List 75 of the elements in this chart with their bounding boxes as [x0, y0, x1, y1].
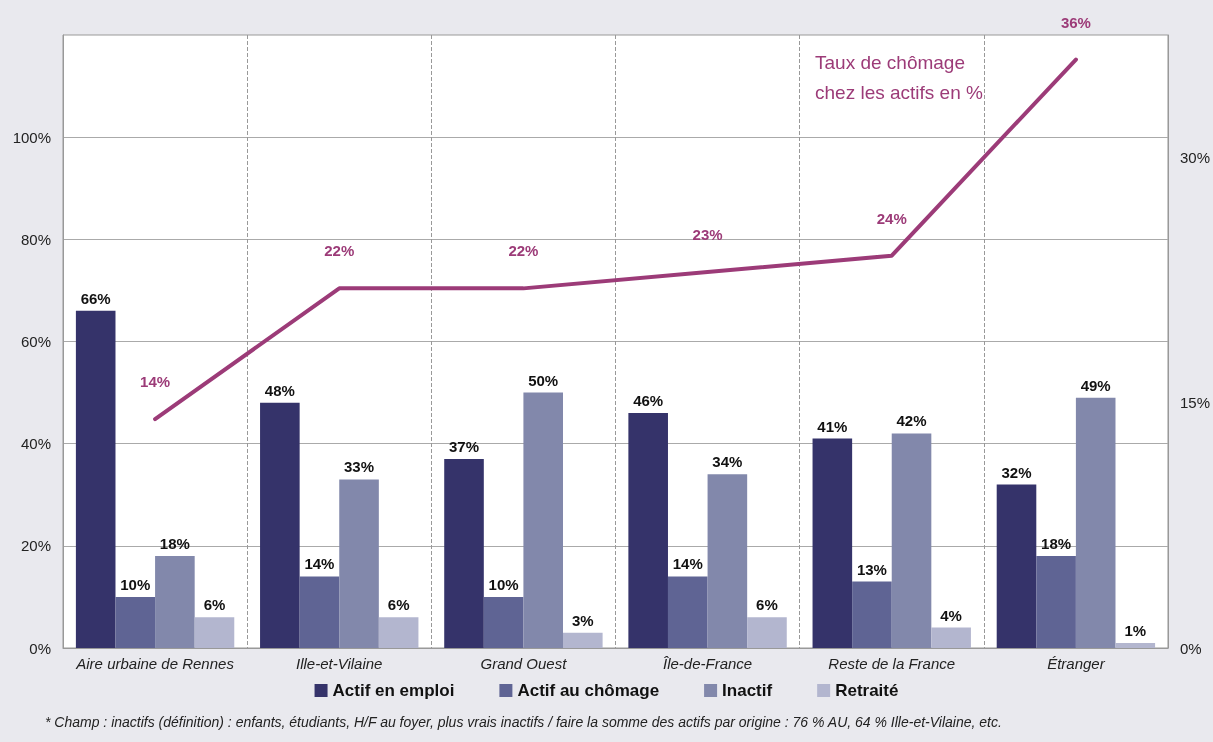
bar — [707, 474, 748, 648]
data-label: 22% — [324, 242, 355, 260]
bar — [75, 310, 116, 648]
y2-tick-label: 30% — [1179, 149, 1211, 167]
data-label: 22% — [508, 242, 539, 260]
data-label: 10% — [488, 575, 519, 593]
bar — [260, 402, 300, 648]
data-label: 50% — [528, 371, 559, 389]
bar — [194, 617, 235, 648]
data-label: 33% — [344, 458, 375, 476]
y-tick-label: 80% — [20, 230, 51, 248]
data-label: 10% — [120, 575, 151, 593]
data-label: 3% — [571, 611, 594, 629]
text: * Champ : inactifs (définition) : enfants, étudiants, H/F au foyer, plus vrais inactifs / faire la somme des actifs par origine : 76 % AU, 64 % Ille-et-Vilaine, etc. — [45, 714, 1002, 730]
bar — [444, 458, 484, 648]
legend-label: Actif au chômage — [517, 681, 660, 700]
data-label: 48% — [264, 381, 295, 399]
bar — [747, 617, 787, 648]
bar — [1115, 642, 1156, 648]
data-label: 14% — [672, 555, 703, 573]
data-label: 14% — [304, 555, 335, 573]
legend-label: Retraité — [835, 681, 899, 700]
x-tick-label: Grand Ouest — [480, 655, 568, 672]
data-label: 49% — [1080, 376, 1111, 394]
data-label: 46% — [633, 392, 664, 410]
x-tick-label: Étranger — [1047, 655, 1106, 672]
bar — [931, 627, 971, 648]
data-label: 32% — [1001, 463, 1032, 481]
bar — [667, 576, 708, 648]
data-label: 4% — [940, 606, 962, 624]
data-label: 37% — [449, 437, 480, 455]
bar — [891, 433, 932, 648]
bar — [1036, 556, 1076, 648]
data-label: 24% — [876, 209, 907, 227]
bar — [339, 479, 379, 648]
data-label: 18% — [159, 535, 190, 553]
data-label: 23% — [692, 226, 723, 244]
data-label: 36% — [1060, 13, 1091, 31]
y-tick-label: 40% — [20, 435, 51, 453]
data-label: 13% — [856, 560, 887, 578]
legend-label: Actif en emploi — [332, 681, 455, 700]
text: Taux de chômage chez les actifs en % — [815, 51, 984, 103]
y2-tick-label: 15% — [1179, 394, 1211, 412]
data-label: 6% — [756, 596, 778, 614]
y-tick-label: 0% — [29, 639, 51, 657]
y-tick-label: 60% — [20, 333, 51, 350]
data-label: 6% — [203, 596, 226, 614]
y-tick-label: 20% — [20, 537, 51, 555]
data-label: 42% — [896, 412, 927, 430]
bar — [852, 581, 892, 648]
data-label: 14% — [140, 373, 171, 391]
x-tick-label: Ille-et-Vilaine — [296, 655, 383, 672]
data-label: 34% — [712, 453, 743, 471]
bar — [115, 596, 156, 648]
bar — [812, 438, 853, 648]
x-tick-label: Reste de la France — [828, 655, 956, 672]
y-tick-label: 100% — [12, 128, 51, 146]
data-label: 18% — [1041, 535, 1072, 553]
bar — [299, 576, 340, 648]
data-label: 66% — [80, 289, 111, 307]
bar — [1075, 397, 1116, 648]
bar — [628, 413, 668, 648]
data-label: 6% — [387, 596, 410, 614]
x-tick-label: Aire urbaine de Rennes — [75, 655, 235, 672]
bar — [523, 392, 563, 648]
bar — [563, 632, 603, 648]
data-label: 41% — [817, 417, 848, 435]
bar — [483, 596, 524, 648]
bar — [155, 556, 195, 648]
x-tick-label: Île-de-France — [662, 655, 753, 672]
data-label: 1% — [1124, 621, 1147, 639]
y2-tick-label: 0% — [1179, 639, 1202, 657]
bar — [996, 484, 1037, 648]
legend-label: Inactif — [722, 681, 773, 700]
bar — [378, 617, 419, 648]
